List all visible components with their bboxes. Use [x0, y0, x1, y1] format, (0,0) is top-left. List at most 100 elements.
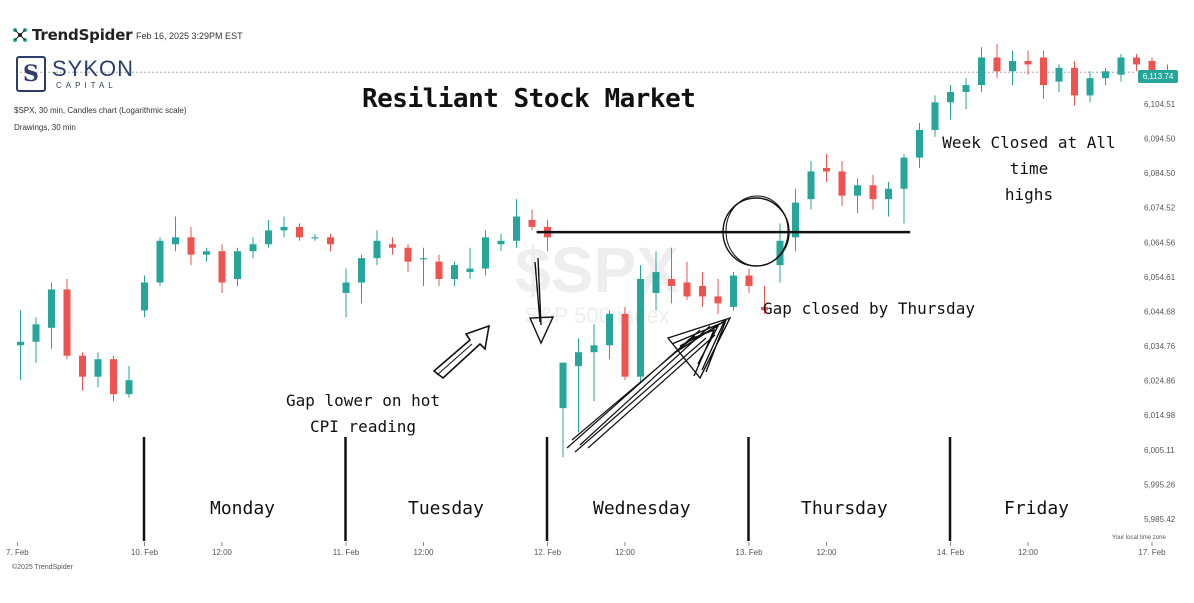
candle-body	[978, 57, 985, 86]
candle-body	[683, 282, 691, 297]
recovery-arrowhead	[666, 316, 732, 380]
candle	[420, 247, 427, 286]
x-tick-label: 12:00	[1018, 548, 1039, 557]
candle-body	[125, 380, 133, 395]
candle	[110, 355, 117, 402]
candle	[311, 233, 319, 241]
candle-body	[358, 258, 365, 283]
candle-body	[637, 279, 644, 377]
candle	[1117, 54, 1125, 82]
week-closed-line2: highs	[1004, 185, 1054, 204]
candle-body	[296, 226, 303, 238]
candle	[1040, 50, 1047, 99]
day-label-tuesday: Tuesday	[408, 498, 484, 519]
candle	[1071, 60, 1078, 106]
candle	[652, 251, 660, 311]
candle	[1009, 50, 1016, 86]
candle	[280, 216, 288, 238]
y-tick-label: 6,074.52	[1144, 204, 1176, 213]
day-label-wednesday: Wednesday	[593, 498, 691, 519]
candle	[931, 95, 939, 137]
candle-body	[869, 185, 877, 200]
y-tick-label: 6,054.61	[1144, 273, 1176, 282]
outline-up-arrow	[432, 324, 491, 380]
candle-body	[420, 258, 427, 260]
candle-body	[1071, 67, 1078, 96]
brand-name: TrendSpider	[32, 26, 133, 44]
candle	[807, 161, 815, 210]
y-tick-label: 6,104.51	[1144, 100, 1176, 109]
hand-drawn-annotations	[432, 195, 790, 453]
candle-body	[885, 188, 892, 200]
candle	[761, 285, 768, 314]
candle	[141, 275, 148, 318]
gap-down-arrow	[528, 257, 555, 345]
x-tick-label: 12. Feb	[534, 548, 562, 557]
candle-body	[947, 91, 954, 103]
candle-body	[931, 102, 939, 130]
gap-lower-line1: Gap lower on hot	[285, 391, 441, 410]
candle	[1133, 54, 1140, 72]
x-tick-label: 10. Feb	[131, 548, 159, 557]
candle	[869, 174, 877, 210]
candle-body	[1009, 60, 1016, 72]
candle	[621, 306, 629, 381]
week-closed-line1: Week Closed at All time	[942, 133, 1116, 178]
candle-body	[900, 157, 908, 189]
candle-body	[389, 244, 396, 248]
candle	[745, 268, 753, 293]
candle-body	[94, 359, 102, 377]
candle	[187, 226, 195, 266]
day-label-thursday: Thursday	[801, 498, 888, 519]
y-tick-label: 6,005.11	[1144, 446, 1175, 455]
candle-body	[730, 275, 737, 307]
candle	[637, 265, 644, 384]
candle	[854, 178, 861, 214]
candle-body	[280, 226, 288, 231]
candle	[234, 247, 241, 286]
candle-body	[435, 261, 443, 280]
candle	[993, 43, 1001, 79]
candle	[172, 216, 179, 252]
candle-body	[1040, 57, 1047, 86]
candle-body	[466, 268, 474, 273]
candle-body	[993, 57, 1001, 72]
candle	[916, 123, 923, 168]
x-tick-label: 17. Feb	[1138, 548, 1166, 557]
candle-body	[1024, 60, 1032, 65]
candle-body	[327, 237, 334, 245]
recovery-arrow	[566, 325, 716, 453]
x-tick-label: 13. Feb	[735, 548, 763, 557]
day-separators	[142, 437, 952, 541]
candle	[668, 247, 675, 304]
candle-body	[497, 240, 505, 245]
candle-body	[807, 171, 815, 200]
candle	[203, 247, 210, 262]
trendspider-logo: TrendSpider	[12, 26, 133, 44]
chart-title: Resiliant Stock Market	[362, 84, 696, 114]
x-tick-label: 12:00	[413, 548, 434, 557]
candle	[528, 209, 536, 231]
candle-body	[559, 362, 567, 409]
candle-body	[590, 345, 598, 353]
candle	[94, 352, 102, 388]
candle	[513, 199, 520, 248]
candle-body	[823, 167, 830, 172]
candle-body	[265, 230, 272, 245]
y-tick-label: 6,014.98	[1144, 411, 1176, 420]
price-axis: 6,104.51 6,094.50 6,084.50 6,074.52 6,064.56…	[1144, 100, 1176, 524]
candle-body	[1086, 78, 1094, 96]
candle	[389, 237, 396, 255]
candle-body	[187, 237, 195, 255]
breakout-circle-stroke	[725, 195, 789, 267]
candle-body	[668, 279, 675, 286]
candle-body	[1055, 67, 1063, 82]
candle-body	[792, 202, 799, 238]
candle-body	[699, 285, 706, 297]
x-tick-label: 12:00	[212, 548, 233, 557]
week-closed-note: Week Closed at All time highs	[920, 130, 1138, 208]
candle-body	[745, 275, 753, 286]
candle-body	[962, 85, 970, 92]
candle	[575, 338, 582, 433]
